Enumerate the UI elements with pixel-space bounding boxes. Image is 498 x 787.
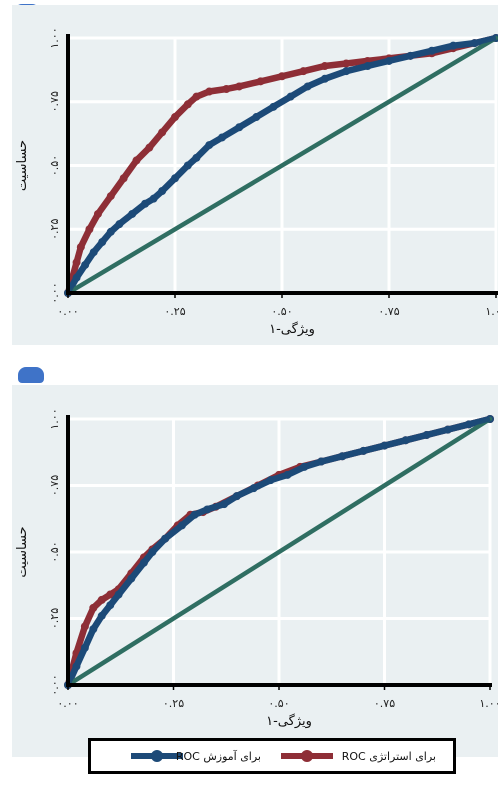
point-strategy [72,258,81,267]
point-strategy [80,622,89,631]
point-strategy [89,603,98,612]
point-strategy [171,113,179,122]
point-strategy [106,590,115,599]
legend-label-training: ROC برای آموزش [176,749,261,763]
x-tick-label: ۰.۵۰ [268,697,289,710]
point-strategy [299,67,308,76]
x-tick-label: ۱.۰۰ [479,697,498,710]
x-tick-label: ۰.۷۵ [378,305,399,318]
y-tick-label: ۱.۰۰ [48,408,61,429]
point-strategy [278,72,286,81]
y-tick-label: ۱.۰۰ [48,27,61,48]
point-strategy [256,77,265,86]
chart-b: ۰.۰۰ ۰.۲۵ ۰.۵۰ ۰.۷۵ ۱.۰۰ ۰.۰۰ ۰.۲۵ ۰.۵۰ ۰.۷۵ ۱.۰۰… [15,408,498,729]
y-tick-label: ۰.۵۰ [48,155,61,176]
x-tick-label: ۰.۲۵ [164,305,185,318]
point-strategy [235,82,244,91]
y-tick-label: ۰.۷۵ [48,91,61,112]
panel-b: ۰.۰۰ ۰.۲۵ ۰.۵۰ ۰.۷۵ ۱.۰۰ ۰.۰۰ ۰.۲۵ ۰.۵۰ ۰.۷۵ ۱.۰۰… [12,385,498,757]
point-strategy [183,100,192,109]
point-strategy [97,595,106,604]
legend-svg: ROC برای آموزش ROC برای استراتژی [131,749,436,763]
point-strategy [119,174,128,183]
panel-a: ۰.۰۰ ۰.۲۵ ۰.۵۰ ۰.۷۵ ۱.۰۰ ۰.۰۰ ۰.۲۵ ۰.۵۰ ۰.۷۵ ۱.۰۰… [12,5,498,345]
point-strategy [158,128,167,137]
x-tick-label: ۰.۰۰ [57,697,78,710]
point-strategy [85,225,94,234]
x-axis-title: ۱-ویژگی [266,713,312,729]
x-tick-label: ۱.۰۰ [485,305,498,318]
point-strategy [93,209,102,218]
reference-line [65,35,498,296]
point-strategy [205,87,214,96]
point-strategy [192,92,201,101]
point-strategy [342,59,351,68]
point-strategy [145,143,154,152]
point-strategy [320,62,329,71]
legend-key-strategy-marker [301,750,313,762]
legend-key-training-marker [151,750,163,762]
y-axis-title: حساسیت [15,526,30,577]
point-strategy [76,243,85,252]
x-tick-label: ۰.۵۰ [271,305,292,318]
x-tick-label: ۰.۲۵ [163,697,184,710]
point-strategy [106,192,115,201]
point-strategy [132,156,141,165]
series-training-line-overlay [65,35,497,295]
point-strategy [222,85,231,93]
legend: ROC برای آموزش ROC برای استراتژی [88,738,456,774]
panel-b-tag-icon [18,367,44,383]
y-axis-title: حساسیت [15,140,30,191]
y-tick-label: ۰.۲۵ [48,608,61,629]
x-tick-label: ۰.۷۵ [374,697,395,710]
y-tick-label: ۰.۲۵ [48,219,61,240]
y-tick-label: ۰.۷۵ [48,475,61,496]
x-tick-label: ۰.۰۰ [57,305,78,318]
y-tick-label: ۰.۰۰ [48,282,61,303]
chart-a: ۰.۰۰ ۰.۲۵ ۰.۵۰ ۰.۷۵ ۱.۰۰ ۰.۰۰ ۰.۲۵ ۰.۵۰ ۰.۷۵ ۱.۰۰… [15,27,498,337]
y-tick-label: ۰.۰۰ [48,674,61,695]
x-axis-title: ۱-ویژگی [269,321,315,337]
reference-line [65,416,493,688]
series-training-line-overlay [65,416,491,687]
y-tick-label: ۰.۵۰ [48,541,61,562]
legend-label-strategy: ROC برای استراتژی [342,750,436,763]
